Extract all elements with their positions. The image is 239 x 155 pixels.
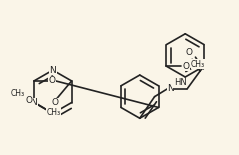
Text: CH₃: CH₃ — [10, 89, 24, 98]
Text: O: O — [48, 76, 55, 85]
Text: N: N — [167, 84, 174, 93]
Text: O: O — [186, 48, 193, 57]
Text: O: O — [51, 98, 58, 107]
Text: CH₃: CH₃ — [47, 108, 61, 117]
Text: N: N — [31, 98, 37, 107]
Text: N: N — [49, 66, 56, 75]
Text: O: O — [26, 96, 33, 105]
Text: CH₃: CH₃ — [191, 60, 205, 69]
Text: HN: HN — [174, 78, 187, 87]
Text: O: O — [183, 62, 190, 71]
